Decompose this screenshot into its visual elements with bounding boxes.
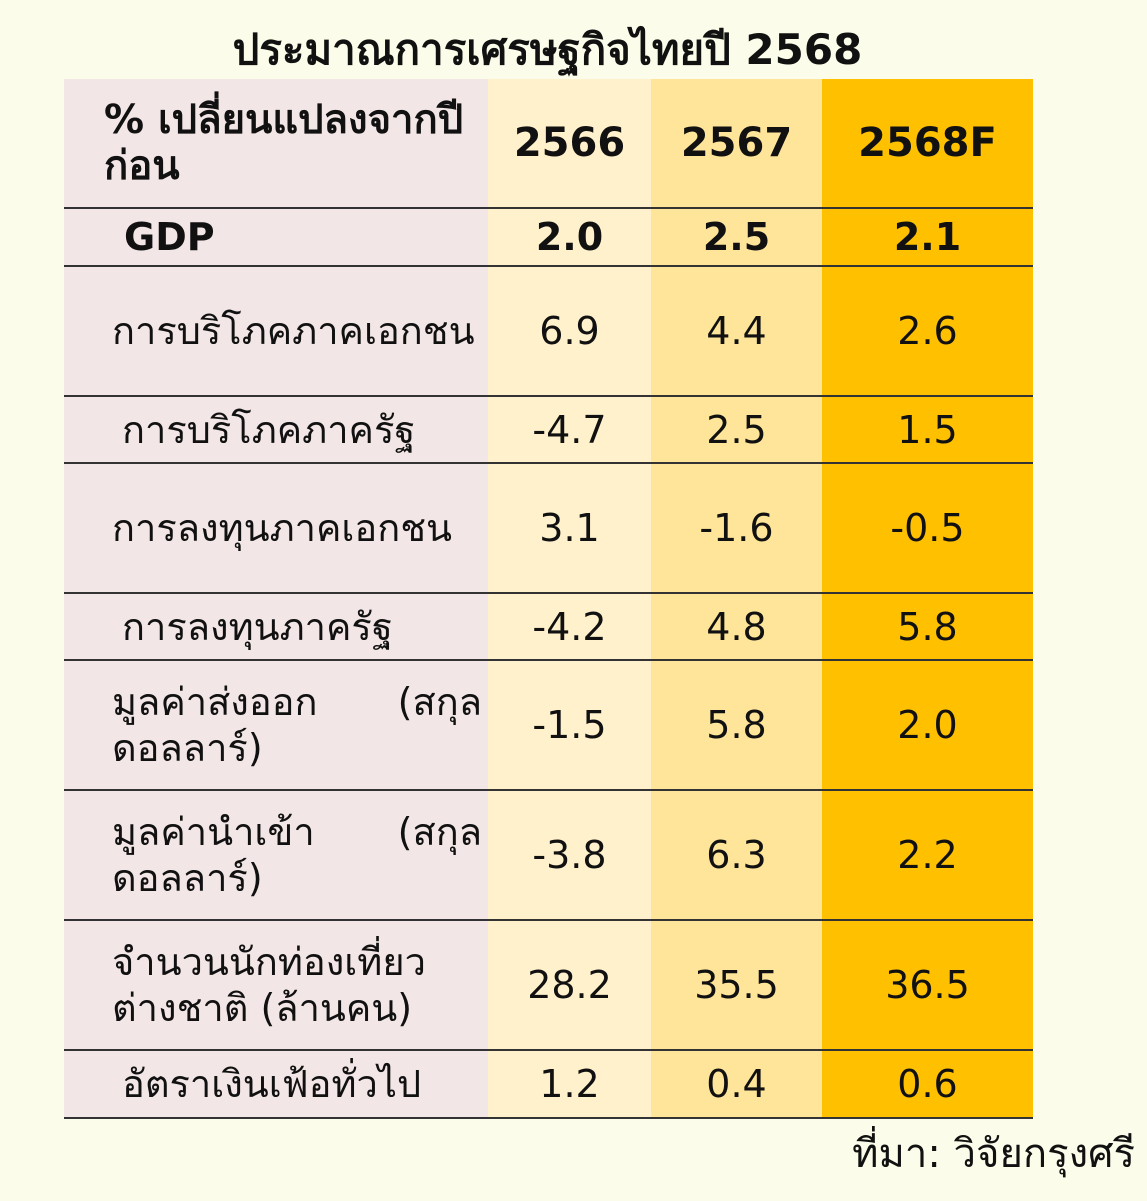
cell-2566: 2.0	[488, 208, 651, 267]
cell-2567: 4.4	[651, 266, 822, 397]
cell-2568f: 2.0	[822, 660, 1033, 791]
table-row-headline-inflation: อัตราเงินเฟ้อทั่วไป 1.2 0.4 0.6	[64, 1050, 1033, 1119]
table-row-public-investment: การลงทุนภาครัฐ -4.2 4.8 5.8	[64, 593, 1033, 661]
row-label: อัตราเงินเฟ้อทั่วไป	[64, 1050, 488, 1119]
cell-2568f: -0.5	[822, 463, 1033, 594]
cell-2566: 6.9	[488, 266, 651, 397]
cell-2568f: 1.5	[822, 396, 1033, 464]
cell-2568f: 2.2	[822, 790, 1033, 921]
cell-2568f: 36.5	[822, 920, 1033, 1051]
cell-2566: -4.7	[488, 396, 651, 464]
cell-2568f: 5.8	[822, 593, 1033, 661]
row-label: การบริโภคภาคเอกชน	[64, 266, 488, 397]
column-header-2566: 2566	[488, 79, 651, 209]
source-note: ที่มา: วิจัยกรุงศรี	[852, 1131, 1135, 1177]
table-row-imports: มูลค่านำเข้า (สกุลดอลลาร์) -3.8 6.3 2.2	[64, 790, 1033, 921]
cell-2566: 28.2	[488, 920, 651, 1051]
table-row-foreign-tourists: จำนวนนักท่องเที่ยวต่างชาติ (ล้านคน) 28.2…	[64, 920, 1033, 1051]
cell-2566: -3.8	[488, 790, 651, 921]
cell-2567: -1.6	[651, 463, 822, 594]
column-header-2567: 2567	[651, 79, 822, 209]
row-label: มูลค่านำเข้า (สกุลดอลลาร์)	[64, 790, 488, 921]
row-label: จำนวนนักท่องเที่ยวต่างชาติ (ล้านคน)	[64, 920, 488, 1051]
row-label: การลงทุนภาคเอกชน	[64, 463, 488, 594]
cell-2567: 0.4	[651, 1050, 822, 1119]
table-row-private-investment: การลงทุนภาคเอกชน 3.1 -1.6 -0.5	[64, 463, 1033, 594]
table-row-exports: มูลค่าส่งออก (สกุลดอลลาร์) -1.5 5.8 2.0	[64, 660, 1033, 791]
row-label: GDP	[64, 208, 488, 267]
row-label: การลงทุนภาครัฐ	[64, 593, 488, 661]
table-row-public-consumption: การบริโภคภาครัฐ -4.7 2.5 1.5	[64, 396, 1033, 464]
cell-2567: 2.5	[651, 396, 822, 464]
forecast-table: % เปลี่ยนแปลงจากปีก่อน 2566 2567 2568F G…	[64, 79, 1033, 1119]
cell-2567: 5.8	[651, 660, 822, 791]
cell-2567: 6.3	[651, 790, 822, 921]
cell-2566: 3.1	[488, 463, 651, 594]
table-row-gdp: GDP 2.0 2.5 2.1	[64, 208, 1033, 267]
row-label: การบริโภคภาครัฐ	[64, 396, 488, 464]
column-header-2568f: 2568F	[822, 79, 1033, 209]
cell-2566: -1.5	[488, 660, 651, 791]
chart-title: ประมาณการเศรษฐกิจไทยปี 2568	[232, 25, 863, 74]
cell-2566: 1.2	[488, 1050, 651, 1119]
table-row-private-consumption: การบริโภคภาคเอกชน 6.9 4.4 2.6	[64, 266, 1033, 397]
cell-2567: 4.8	[651, 593, 822, 661]
row-label: มูลค่าส่งออก (สกุลดอลลาร์)	[64, 660, 488, 791]
cell-2567: 35.5	[651, 920, 822, 1051]
cell-2568f: 0.6	[822, 1050, 1033, 1119]
cell-2568f: 2.1	[822, 208, 1033, 267]
table-header-row: % เปลี่ยนแปลงจากปีก่อน 2566 2567 2568F	[64, 79, 1033, 209]
cell-2567: 2.5	[651, 208, 822, 267]
corner-label: % เปลี่ยนแปลงจากปีก่อน	[64, 79, 488, 209]
cell-2568f: 2.6	[822, 266, 1033, 397]
cell-2566: -4.2	[488, 593, 651, 661]
